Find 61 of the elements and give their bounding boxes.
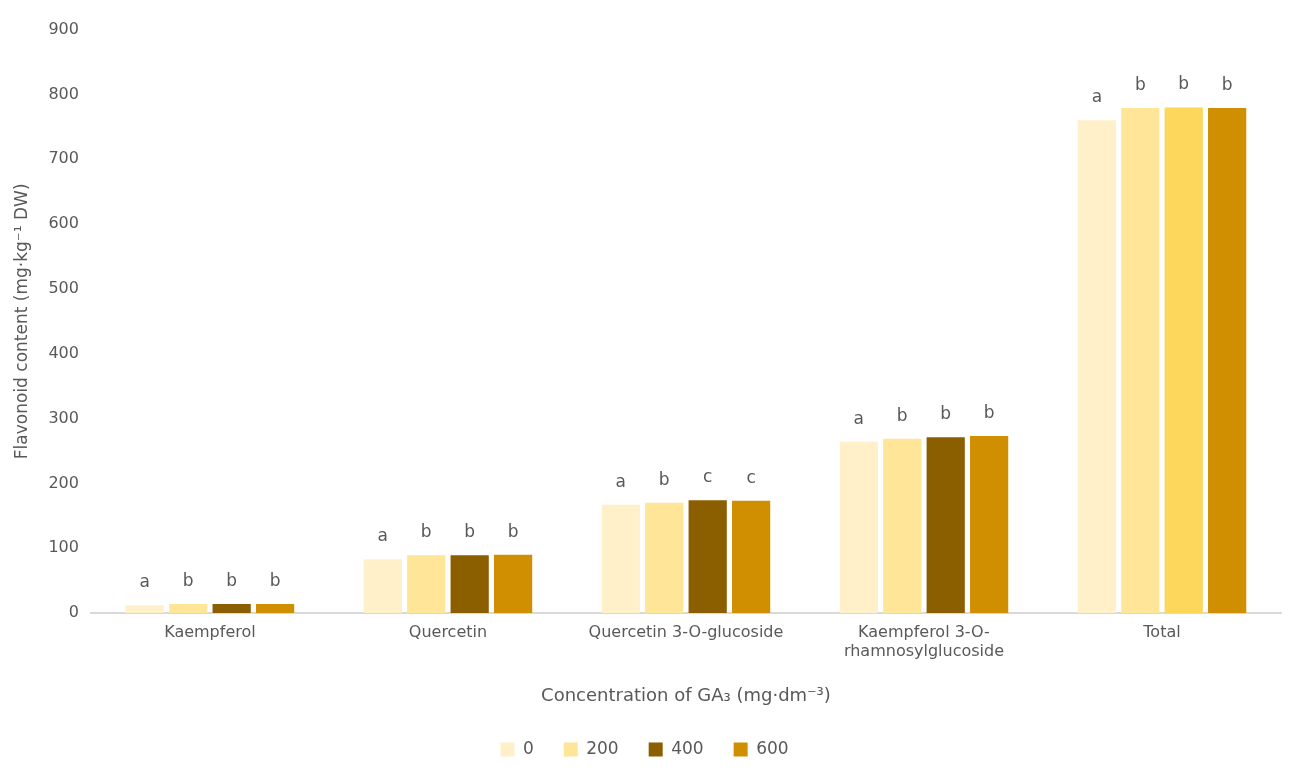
x-tick-label: Quercetin 3-O-glucoside	[588, 621, 784, 641]
data-label: b	[896, 404, 908, 425]
y-tick-label: 400	[48, 342, 79, 362]
y-tick-label: 200	[48, 472, 79, 492]
data-label: a	[1091, 86, 1103, 107]
data-label: b	[507, 520, 519, 541]
bar	[970, 436, 1009, 613]
x-tick-label: Total	[1142, 621, 1181, 641]
bar	[732, 500, 771, 613]
data-label: b	[226, 569, 238, 590]
data-label: b	[658, 468, 670, 489]
data-label: b	[1178, 73, 1190, 94]
x-tick-label: Kaempferol 3-O-rhamnosylglucoside	[843, 621, 1005, 660]
bar	[407, 555, 446, 613]
data-label: b	[1134, 73, 1146, 94]
bar	[125, 605, 164, 613]
bar	[1077, 120, 1116, 613]
data-label: a	[615, 470, 627, 491]
data-label: b	[269, 569, 281, 590]
bar	[645, 502, 684, 613]
y-tick-label: 700	[48, 148, 79, 168]
bar	[363, 559, 402, 613]
data-label: b	[940, 403, 952, 424]
legend-label: 400	[671, 737, 704, 758]
y-tick-label: 100	[48, 537, 79, 557]
data-label: c	[746, 466, 756, 487]
legend-label: 0	[522, 737, 534, 758]
data-label: b	[182, 569, 194, 590]
y-tick-label: 800	[48, 83, 79, 103]
bar	[255, 603, 295, 613]
bar	[450, 555, 489, 613]
y-tick-label: 0	[68, 602, 79, 622]
y-axis-title: Flavonoid content (mg·kg⁻¹ DW)	[10, 183, 31, 460]
bar	[839, 441, 878, 613]
x-tick-label: Kaempferol	[164, 621, 256, 641]
bar	[1164, 107, 1203, 613]
y-tick-label: 300	[48, 407, 79, 427]
legend-label: 200	[586, 737, 619, 758]
x-tick-label: Quercetin	[408, 621, 488, 641]
data-label: b	[420, 521, 432, 542]
bar	[688, 500, 727, 613]
data-label: c	[703, 466, 713, 487]
data-label: b	[464, 521, 476, 542]
data-label: a	[853, 407, 865, 428]
bar	[1208, 108, 1247, 613]
bar	[926, 437, 965, 613]
data-label: b	[1221, 73, 1233, 94]
bar	[1121, 108, 1160, 613]
bar	[601, 504, 640, 613]
y-tick-label: 500	[48, 278, 79, 298]
bar	[169, 603, 208, 613]
data-label: a	[377, 525, 389, 546]
bar	[883, 438, 922, 613]
bar	[494, 554, 533, 613]
data-label: a	[139, 571, 150, 592]
x-axis-title: Concentration of GA₃ (mg·dm⁻³)	[541, 683, 831, 705]
data-label: b	[983, 401, 995, 422]
legend-label: 600	[756, 737, 789, 758]
y-tick-label: 900	[48, 18, 79, 38]
bar	[212, 603, 251, 613]
y-tick-label: 600	[48, 213, 79, 233]
